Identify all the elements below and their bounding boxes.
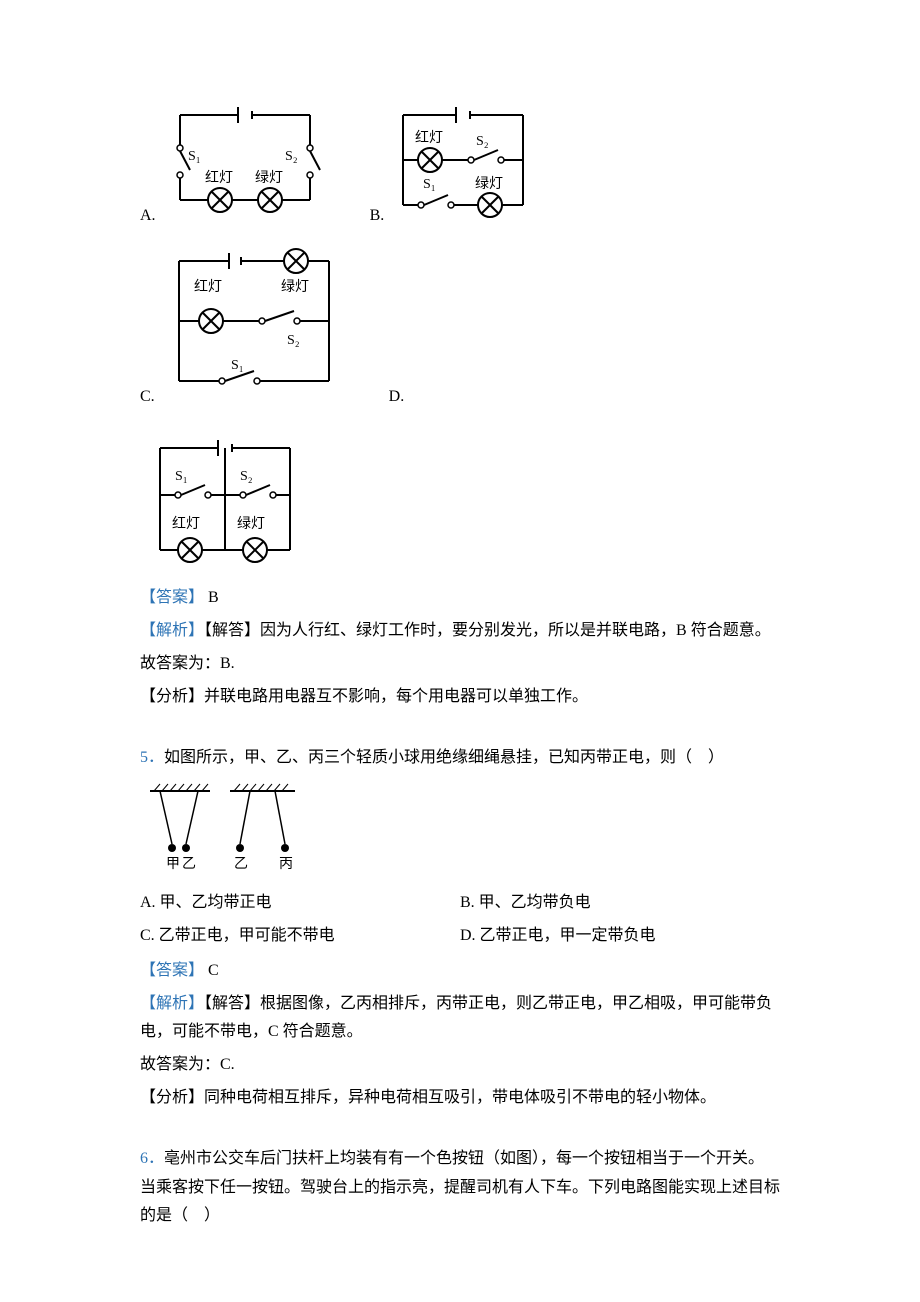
q4-conclusion: 故答案为：B. [140, 650, 780, 679]
label-d-red: 红灯 [172, 516, 200, 532]
option-letter-a: A. [140, 202, 156, 231]
q4-sub-text: 并联电路用电器互不影响，每个用电器可以单独工作。 [204, 688, 588, 705]
q4-option-d: D. [389, 383, 409, 412]
q5-label-yi1: 乙 [182, 856, 196, 872]
q5-label-bing: 丙 [279, 857, 293, 872]
q4-analysis-ans-label: 【解答】 [204, 622, 260, 639]
q6-number: 6． [140, 1150, 164, 1167]
q6-stem-line: 6．亳州市公交车后门扶杆上均装有有一个色按钮（如图），每一个按钮相当于一个开关。… [140, 1145, 780, 1231]
q5-number: 5． [140, 749, 164, 766]
q5-label-yi2: 乙 [234, 856, 248, 872]
q4-analysis: 【解析】【解答】因为人行红、绿灯工作时，要分别发光，所以是并联电路，B 符合题意… [140, 617, 780, 646]
page: A. S₁ [0, 0, 920, 1302]
q4-analysis-label: 【解析】 [140, 622, 204, 639]
q4-option-d-circuit: S₁ S₂ 红灯 绿灯 [140, 430, 780, 581]
label-c-green: 绿灯 [281, 279, 309, 295]
q4-analysis-text: 因为人行红、绿灯工作时，要分别发光，所以是并联电路，B 符合题意。 [260, 622, 771, 639]
q5-analysis-label: 【解析】 [140, 995, 204, 1012]
q5-sub: 【分析】同种电荷相互排斥，异种电荷相互吸引，带电体吸引不带电的轻小物体。 [140, 1084, 780, 1113]
q5-stem-line: 5．如图所示，甲、乙、丙三个轻质小球用绝缘细绳悬挂，已知丙带正电，则（ ） [140, 744, 780, 773]
q4-answer-line: 【答案】 B [140, 584, 780, 613]
circuit-b: 红灯 S₂ S₁ 绿灯 [388, 100, 538, 231]
q5-opt-d: D. 乙带正电，甲一定带负电 [460, 922, 780, 951]
q5-sub-label: 【分析】 [140, 1089, 204, 1106]
q4-option-b: B. [370, 100, 539, 231]
label-d-s1: S₁ [175, 469, 188, 484]
q5-label-jia: 甲 [166, 857, 180, 872]
q5-conclusion: 故答案为：C. [140, 1051, 780, 1080]
q4-answer-text: B [208, 589, 219, 606]
q5-analysis: 【解析】【解答】根据图像，乙丙相排斥，丙带正电，则乙带正电，甲乙相吸，甲可能带负… [140, 990, 780, 1048]
label-a-green: 绿灯 [255, 170, 283, 186]
q4-options-row: A. S₁ [140, 100, 780, 422]
label-d-green: 绿灯 [237, 516, 265, 532]
q5-answer-label: 【答案】 [140, 962, 204, 979]
circuit-a: S₁ S₂ [160, 100, 330, 231]
label-b-s2: S₂ [476, 134, 489, 149]
label-b-s1: S₁ [423, 177, 436, 192]
q5-diagram: 甲 乙 乙 丙 [140, 776, 780, 887]
q4-option-a: A. S₁ [140, 100, 330, 231]
label-c-s2: S₂ [287, 333, 300, 348]
q5-opt-a: A. 甲、乙均带正电 [140, 889, 460, 918]
q4-option-c: C. 红灯 绿灯 [140, 241, 349, 412]
q5-analysis-ans-label: 【解答】 [204, 995, 260, 1012]
q5-options: A. 甲、乙均带正电 B. 甲、乙均带负电 C. 乙带正电，甲可能不带电 D. … [140, 887, 780, 953]
q6-stem: 亳州市公交车后门扶杆上均装有有一个色按钮（如图），每一个按钮相当于一个开关。当乘… [140, 1150, 780, 1225]
q5-stem: 如图所示，甲、乙、丙三个轻质小球用绝缘细绳悬挂，已知丙带正电，则（ ） [164, 749, 724, 766]
label-a-s2: S₂ [285, 149, 298, 164]
label-a-s1: S₁ [188, 149, 201, 164]
q5-answer-text: C [208, 962, 219, 979]
option-letter-b: B. [370, 202, 385, 231]
option-letter-c: C. [140, 383, 155, 412]
q4-sub-label: 【分析】 [140, 688, 204, 705]
label-b-green: 绿灯 [475, 176, 503, 192]
option-letter-d: D. [389, 383, 405, 412]
label-b-red: 红灯 [415, 130, 443, 146]
label-a-red: 红灯 [205, 170, 233, 186]
q5-answer-line: 【答案】 C [140, 957, 780, 986]
label-d-s2: S₂ [240, 469, 253, 484]
circuit-d: S₁ S₂ 红灯 绿灯 [140, 430, 310, 581]
q4-sub: 【分析】并联电路用电器互不影响，每个用电器可以单独工作。 [140, 683, 780, 712]
label-c-s1: S₁ [231, 358, 244, 373]
q5-opt-b: B. 甲、乙均带负电 [460, 889, 780, 918]
q5-sub-text: 同种电荷相互排斥，异种电荷相互吸引，带电体吸引不带电的轻小物体。 [204, 1089, 716, 1106]
circuit-c: 红灯 绿灯 S₂ [159, 241, 349, 412]
q4-answer-label: 【答案】 [140, 589, 204, 606]
label-c-red: 红灯 [194, 279, 222, 295]
q5-opt-c: C. 乙带正电，甲可能不带电 [140, 922, 460, 951]
